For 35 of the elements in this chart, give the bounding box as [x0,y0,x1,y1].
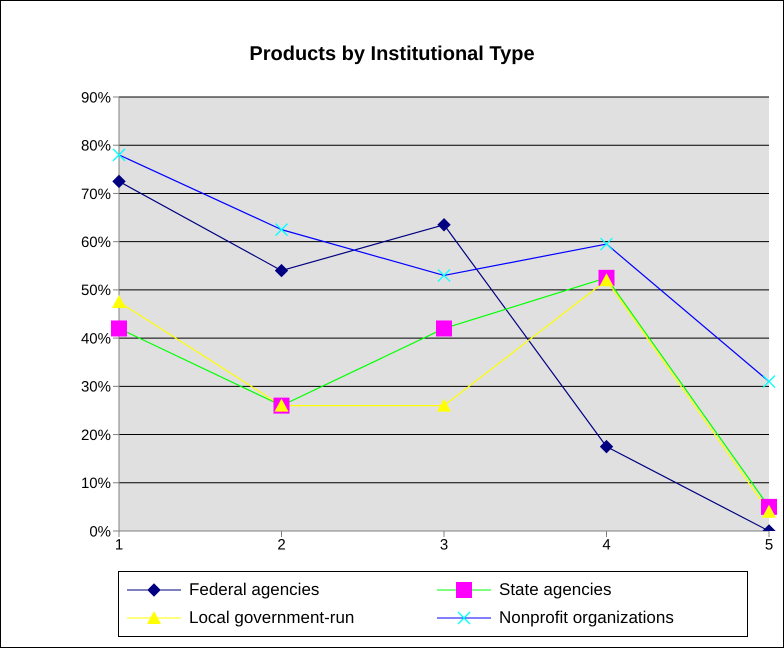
point [111,320,127,336]
x-tick-label: 3 [440,536,448,554]
legend-label: State agencies [499,580,612,600]
y-tick-label: 40% [80,330,111,348]
point [436,320,452,336]
point [600,237,614,251]
y-tick-label: 80% [80,138,111,155]
y-tick-label: 10% [80,475,111,492]
y-tick-label: 70% [80,186,111,203]
point [437,268,451,282]
y-tick-label: 20% [80,426,111,444]
x-tick-label: 5 [764,536,774,554]
legend-label: Nonprofit organizations [499,608,674,628]
x-tick-label: 1 [114,536,124,554]
point [112,148,126,162]
point [600,440,613,454]
y-tick-label: 90% [80,89,111,106]
x-tick-label: 2 [277,536,286,554]
point [762,374,776,388]
y-tick-label: 30% [80,378,111,396]
point [762,504,776,518]
point [600,273,614,286]
point [275,264,288,278]
x-tick-label: 4 [602,536,611,554]
point [437,398,451,412]
point [274,222,288,236]
point [112,294,126,308]
chart-title: Products by Institutional Type [248,43,536,66]
legend-label: Federal agencies [189,580,320,600]
y-tick-label: 0% [89,523,111,540]
point [112,174,126,188]
point [438,218,450,232]
y-tick-label: 60% [80,234,111,251]
y-tick-label: 50% [80,282,111,300]
legend-label: Local government-run [189,608,354,628]
